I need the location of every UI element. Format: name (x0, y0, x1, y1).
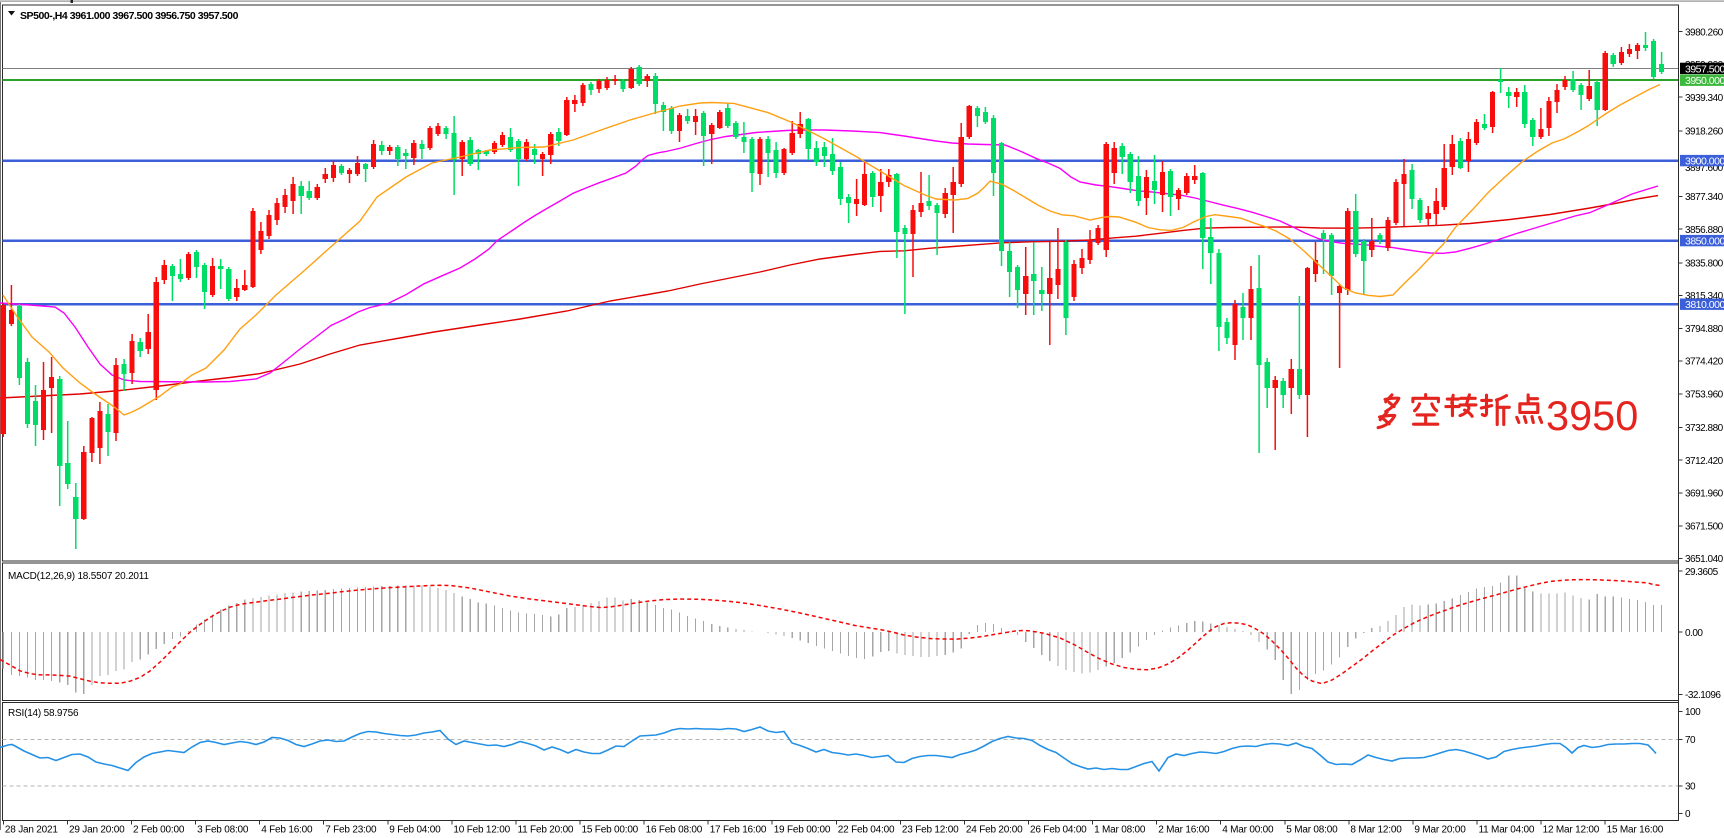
svg-text:3810.000: 3810.000 (1685, 299, 1724, 311)
svg-text:3856.880: 3856.880 (1685, 225, 1724, 236)
svg-text:30: 30 (1685, 782, 1696, 793)
svg-text:28 Jan 2021: 28 Jan 2021 (5, 825, 58, 836)
svg-text:22 Feb 04:00: 22 Feb 04:00 (838, 825, 895, 836)
svg-text:3980.260: 3980.260 (1685, 27, 1724, 38)
svg-text:3712.420: 3712.420 (1685, 456, 1724, 467)
svg-text:3671.500: 3671.500 (1685, 522, 1724, 533)
svg-text:5 Mar 08:00: 5 Mar 08:00 (1286, 825, 1338, 836)
svg-text:3794.880: 3794.880 (1685, 324, 1724, 335)
svg-text:3774.420: 3774.420 (1685, 357, 1724, 368)
svg-text:8 Mar 12:00: 8 Mar 12:00 (1350, 825, 1402, 836)
svg-text:2 Feb 00:00: 2 Feb 00:00 (133, 825, 185, 836)
svg-text:0: 0 (1685, 809, 1691, 820)
svg-text:3897.600: 3897.600 (1685, 163, 1724, 174)
svg-text:15 Mar 16:00: 15 Mar 16:00 (1607, 825, 1664, 836)
svg-text:3732.880: 3732.880 (1685, 423, 1724, 434)
svg-text:26 Feb 04:00: 26 Feb 04:00 (1030, 825, 1087, 836)
svg-text:19 Feb 00:00: 19 Feb 00:00 (774, 825, 831, 836)
svg-text:3815.340: 3815.340 (1685, 291, 1724, 302)
svg-text:MACD(12,26,9) 18.5507 20.2011: MACD(12,26,9) 18.5507 20.2011 (8, 571, 149, 582)
svg-text:10 Feb 12:00: 10 Feb 12:00 (453, 825, 510, 836)
svg-text:0.00: 0.00 (1685, 628, 1703, 639)
svg-text:29.3605: 29.3605 (1685, 567, 1719, 578)
svg-text:16 Feb 08:00: 16 Feb 08:00 (646, 825, 703, 836)
svg-text:4 Feb 16:00: 4 Feb 16:00 (261, 825, 313, 836)
svg-text:3900.000: 3900.000 (1685, 156, 1724, 168)
svg-text:70: 70 (1685, 735, 1696, 746)
svg-text:3957.500: 3957.500 (1685, 63, 1724, 75)
svg-text:29 Jan 20:00: 29 Jan 20:00 (69, 825, 125, 836)
svg-text:3939.340: 3939.340 (1685, 93, 1724, 104)
svg-text:-32.1096: -32.1096 (1685, 690, 1721, 701)
svg-text:3691.960: 3691.960 (1685, 489, 1724, 500)
svg-text:3950: 3950 (1546, 392, 1638, 439)
svg-text:24 Feb 20:00: 24 Feb 20:00 (966, 825, 1023, 836)
svg-text:9 Mar 20:00: 9 Mar 20:00 (1414, 825, 1466, 836)
svg-text:15 Feb 00:00: 15 Feb 00:00 (582, 825, 639, 836)
svg-text:23 Feb 12:00: 23 Feb 12:00 (902, 825, 959, 836)
svg-text:9 Feb 04:00: 9 Feb 04:00 (389, 825, 441, 836)
svg-text:3950.000: 3950.000 (1685, 75, 1724, 87)
svg-text:2 Mar 16:00: 2 Mar 16:00 (1158, 825, 1210, 836)
svg-text:7 Feb 23:00: 7 Feb 23:00 (325, 825, 377, 836)
svg-text:11 Mar 04:00: 11 Mar 04:00 (1479, 825, 1535, 836)
svg-text:3850.000: 3850.000 (1685, 236, 1724, 248)
svg-text:3753.960: 3753.960 (1685, 390, 1724, 401)
svg-text:12 Mar 12:00: 12 Mar 12:00 (1543, 825, 1600, 836)
svg-text:3918.260: 3918.260 (1685, 127, 1724, 138)
svg-text:17 Feb 16:00: 17 Feb 16:00 (710, 825, 767, 836)
svg-text:1 Mar 08:00: 1 Mar 08:00 (1094, 825, 1146, 836)
svg-text:3877.340: 3877.340 (1685, 192, 1724, 203)
svg-text:RSI(14) 58.9756: RSI(14) 58.9756 (8, 708, 79, 719)
svg-text:11 Feb 20:00: 11 Feb 20:00 (518, 825, 574, 836)
svg-text:100: 100 (1685, 707, 1701, 718)
svg-text:4 Mar 00:00: 4 Mar 00:00 (1222, 825, 1274, 836)
svg-text:SP500-,H4 3961.000 3967.500 3: SP500-,H4 3961.000 3967.500 3956.750 395… (20, 10, 239, 22)
svg-text:3651.040: 3651.040 (1685, 554, 1724, 565)
svg-text:3 Feb 08:00: 3 Feb 08:00 (197, 825, 249, 836)
svg-text:3835.800: 3835.800 (1685, 259, 1724, 270)
